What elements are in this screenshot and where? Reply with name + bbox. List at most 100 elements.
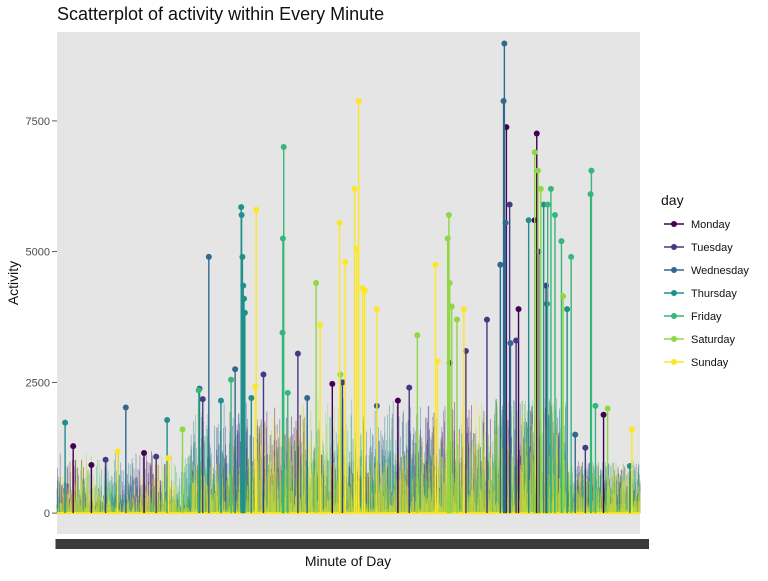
x-tick-label-mark [286, 539, 290, 549]
x-tick-label-mark [385, 539, 389, 549]
legend-key-point [671, 336, 677, 342]
x-tick-label-mark [333, 539, 338, 549]
x-tick-label-mark [270, 539, 275, 549]
x-tick-label-mark [335, 539, 340, 549]
x-tick-label-mark [377, 539, 381, 549]
y-tick-label: 2500 [26, 377, 50, 389]
data-point-thursday: Thursday: 1780 [164, 417, 171, 424]
x-tick-label-mark [487, 539, 492, 549]
x-tick-label-mark [288, 539, 292, 549]
x-tick-label-mark [83, 539, 87, 549]
x-tick-label-mark [77, 539, 81, 549]
legend-label: Friday [691, 311, 722, 323]
legend-key-point [671, 267, 677, 273]
x-tick-label-mark [446, 539, 450, 549]
x-tick-label-mark [244, 539, 249, 549]
x-tick-label-mark [416, 539, 421, 549]
data-point-saturday: Saturday: 2000 [604, 405, 611, 412]
data-point-wednesday: Wednesday: 7880 [500, 98, 507, 105]
x-tick-label-mark [495, 539, 500, 549]
x-tick-label-mark [302, 539, 306, 549]
series-wednesday: Wednesday: 2020 Wednesday: 4900 Wednesday:… [122, 40, 579, 514]
data-point-friday: Friday: 5200 [558, 238, 565, 245]
data-point-tuesday: Tuesday: 1250 [582, 444, 589, 451]
x-tick-label-mark [183, 539, 188, 549]
data-point-wednesday: Wednesday: 2750 [232, 366, 239, 373]
data-point-wednesday: Wednesday: 5550 [502, 219, 509, 226]
x-tick-label-mark [213, 539, 217, 549]
x-tick-label-mark [337, 539, 342, 549]
x-tick-label-mark [300, 539, 304, 549]
x-tick-label-mark [448, 539, 452, 549]
x-tick-label-mark [67, 539, 71, 549]
legend-label: Monday [691, 219, 731, 231]
x-tick-label-mark [434, 539, 438, 549]
data-point-saturday: Saturday: 3700 [454, 316, 461, 323]
x-tick-label-mark [100, 539, 105, 549]
data-point-sunday: Sunday: 5800 [253, 206, 260, 213]
data-point-sunday: Sunday: 2420 [252, 383, 259, 390]
y-tick-label: 7500 [26, 116, 50, 128]
x-tick-label-mark [452, 539, 456, 549]
x-tick-label-mark [329, 539, 334, 549]
x-tick-label-mark [87, 539, 91, 549]
data-point-tuesday: Tuesday: 3300 [513, 337, 520, 344]
x-tick-label-mark [428, 539, 432, 549]
x-tick-label-mark [497, 539, 502, 549]
data-point-saturday: Saturday: 3400 [414, 332, 421, 339]
x-tick-label-mark [175, 539, 180, 549]
x-tick-label-mark [225, 539, 229, 549]
x-tick-label-mark [600, 539, 604, 549]
data-point-monday: Monday: 7260 [533, 130, 540, 137]
data-point-monday: Monday: 920 [88, 461, 95, 468]
x-tick-label-mark [527, 539, 531, 549]
x-tick-label-mark [588, 539, 592, 549]
x-tick-label-mark [637, 539, 642, 549]
legend-item-friday: Friday [664, 311, 722, 323]
x-tick-label-mark [436, 539, 440, 549]
x-tick-label-mark [381, 539, 385, 549]
x-tick-label-mark [556, 539, 561, 549]
x-tick-label-mark [252, 539, 257, 549]
data-point-thursday: Thursday: 2200 [248, 395, 255, 402]
chart-title: Scatterplot of activity within Every Min… [57, 4, 384, 24]
data-point-sunday: Sunday: 4800 [342, 259, 349, 266]
x-tick-label-mark [272, 539, 277, 549]
x-tick-label-mark [92, 539, 97, 549]
x-tick-label-mark [89, 539, 93, 549]
data-point-sunday: Sunday: 5050 [353, 246, 360, 253]
data-point-monday: Monday: 3900 [515, 306, 522, 313]
legend-label: Tuesday [691, 242, 733, 254]
x-tick-label-mark [602, 539, 606, 549]
x-tick-label-mark [124, 539, 129, 549]
x-tick-label-mark [160, 539, 164, 549]
legend-item-tuesday: Tuesday [664, 242, 733, 254]
x-tick-label-mark [505, 539, 509, 549]
x-tick-label-mark [315, 539, 320, 549]
data-point-sunday: Sunday: 7880 [355, 98, 362, 105]
x-tick-label-mark [422, 539, 427, 549]
x-tick-label-mark [554, 539, 559, 549]
x-tick-label-mark [631, 539, 636, 549]
x-tick-label-mark [152, 539, 156, 549]
x-tick-label-mark [132, 539, 136, 549]
x-tick-label-mark [258, 539, 263, 549]
series-saturday: Saturday: 1600 Saturday: 4400 Saturday: 26… [179, 149, 611, 514]
x-tick-label-mark [63, 539, 67, 549]
x-tick-label-mark [229, 539, 233, 549]
data-point-friday: Friday: 2350 [195, 387, 202, 394]
x-tick-label-mark [102, 539, 107, 549]
data-point-thursday: Thursday: 4350 [240, 282, 247, 289]
y-axis-ticks: 0 2500 5000 7500 [26, 116, 57, 520]
x-tick-label-mark [201, 539, 206, 549]
x-tick-label-mark [223, 539, 227, 549]
x-tick-label-mark [298, 539, 302, 549]
x-tick-label-mark [462, 539, 466, 549]
y-axis-label: Activity [5, 261, 21, 305]
x-tick-label-mark [306, 539, 310, 549]
x-tick-label-mark [98, 539, 103, 549]
x-tick-label-mark [179, 539, 184, 549]
x-tick-label-mark [96, 539, 101, 549]
x-tick-label-mark [246, 539, 251, 549]
x-tick-label-mark [645, 539, 650, 549]
